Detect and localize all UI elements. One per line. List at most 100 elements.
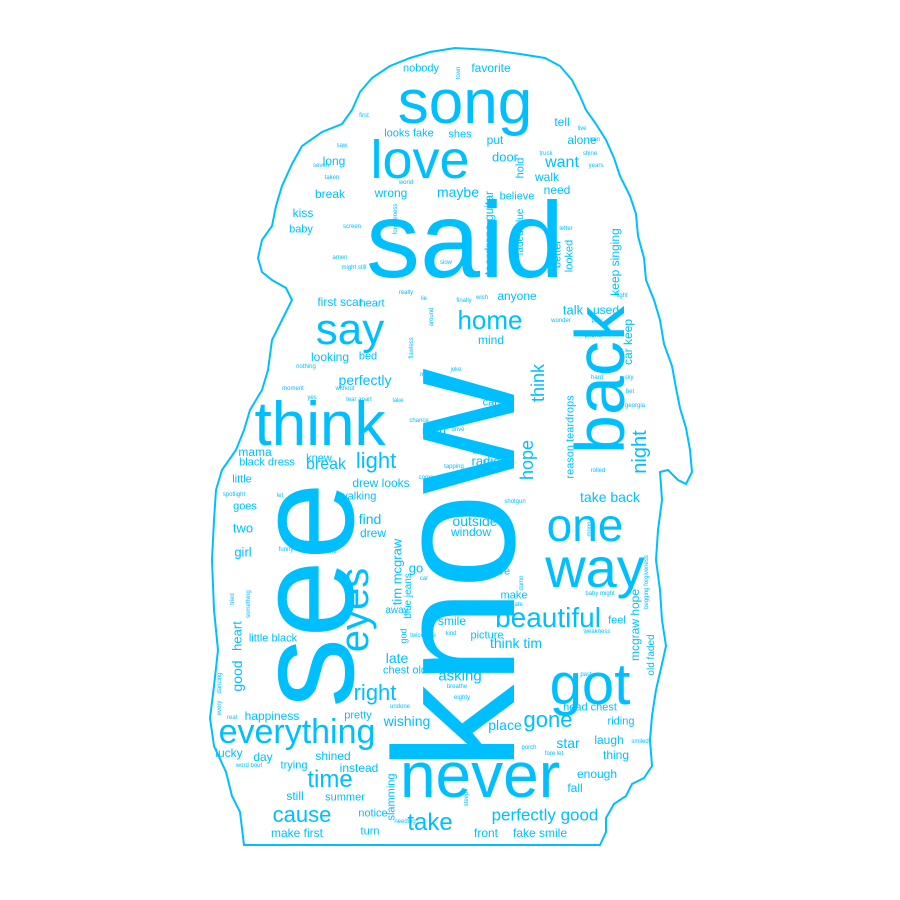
word-daddies: daddies <box>474 662 496 668</box>
word-fall: fall <box>567 781 583 795</box>
word-believe: believe <box>499 190 535 203</box>
word-break-small: break <box>314 187 346 201</box>
word-nine: nine <box>325 549 337 555</box>
word-still: still <box>286 789 304 803</box>
word-come: come <box>418 475 434 481</box>
word-real: real <box>226 715 238 721</box>
word-fore-let: fore let <box>544 751 564 757</box>
word-drew-looks: drew looks <box>352 476 410 490</box>
word-everything: everything <box>218 713 376 751</box>
word-hope: hope <box>517 439 537 481</box>
word-go: go <box>408 560 424 576</box>
word-us: us <box>305 547 313 553</box>
word-eighty: eighty <box>453 695 471 701</box>
word-love: love <box>370 130 470 190</box>
word-tried: tried <box>230 593 236 605</box>
word-baby: baby <box>289 223 313 236</box>
word-shotgun: shotgun <box>504 499 526 505</box>
word-shes: shes <box>448 128 472 141</box>
word-tear-apart: tear apart <box>346 397 372 403</box>
word-away: away <box>385 605 409 616</box>
word-enough: enough <box>576 767 618 781</box>
word-think-tim: think tim <box>489 635 543 651</box>
word-make: make <box>500 589 528 602</box>
word-porch: porch <box>521 745 537 751</box>
word-bed: bed <box>358 350 378 363</box>
word-walk: walk <box>534 170 560 184</box>
word-might-still: might still <box>341 265 367 271</box>
word-slamming: slamming <box>385 773 398 821</box>
word-teardrops-guitar: teardrops guitar <box>482 190 496 276</box>
word-needing: needing <box>394 819 416 825</box>
word-seat: seat <box>322 544 334 550</box>
word-old-faded: old faded <box>646 634 657 676</box>
word-nothing: nothing <box>296 364 316 370</box>
word-fight: fight <box>616 293 628 299</box>
word-drive: drive <box>451 427 465 433</box>
word-laugh: laugh <box>594 733 624 747</box>
word-years: years <box>588 163 604 169</box>
word-lake: lake <box>392 398 404 404</box>
word-trying: trying <box>280 759 308 772</box>
word-rolled: rolled <box>590 468 606 474</box>
word-need: need <box>543 183 571 197</box>
word-place: place <box>488 717 522 733</box>
word-play: play <box>591 318 603 324</box>
word-feel: feel <box>608 614 626 627</box>
word-moon: moon <box>587 521 593 537</box>
word-picture: picture <box>470 629 504 642</box>
word-moment: moment <box>282 386 304 392</box>
word-pretty: pretty <box>344 709 372 722</box>
word-phone: phone <box>584 333 602 339</box>
word-turn: turn <box>360 825 380 838</box>
word-hair: hair <box>482 460 494 466</box>
word-chest-old: chest old <box>382 664 428 677</box>
word-one: one <box>546 499 624 551</box>
word-first-scar: first scar <box>317 295 363 309</box>
word-wonder: wonder <box>551 318 571 324</box>
word-mcgraw-hope: mcgraw hope <box>628 588 642 662</box>
word-georgia: georgia <box>624 403 646 409</box>
word-looking: looking <box>310 350 350 364</box>
word-baby-might: baby might <box>585 591 615 597</box>
word-damn: damn <box>519 575 525 591</box>
word-blue-jeans: blue jeans <box>403 573 414 619</box>
word-head-chest: head chest <box>563 701 617 714</box>
word-car-keep: car keep <box>621 318 635 366</box>
word-mama: mama <box>238 445 272 459</box>
word-flawless: flawless <box>409 337 415 359</box>
word-door: door <box>491 149 519 165</box>
word-favorite: favorite <box>471 61 511 75</box>
word-walking: walking <box>339 490 377 503</box>
word-little-black: little black <box>248 632 298 645</box>
word-got: got <box>549 652 631 717</box>
word-talk: talk <box>562 302 584 318</box>
word-radio: radio <box>471 453 501 469</box>
word-truck: truck <box>539 151 553 157</box>
word-tim-mcgraw: tim mcgraw <box>389 538 405 606</box>
word-weakness: weakness <box>583 629 611 635</box>
word-date: date <box>511 602 523 608</box>
word-take: take <box>407 809 453 836</box>
word-knew: knew <box>306 452 332 465</box>
word-maybe: maybe <box>436 184 480 200</box>
word-shined: shined <box>315 749 351 763</box>
word-forgiveness: forgiveness <box>393 203 399 235</box>
word-perfectly-good: perfectly good <box>491 805 599 825</box>
word-faded-blue: faded blue <box>515 208 526 256</box>
word-funny: funny <box>278 547 294 553</box>
word-seven: seven <box>312 163 330 169</box>
word-taken: taken <box>324 175 340 181</box>
word-riding: riding <box>607 715 635 728</box>
word-shame: shame <box>311 500 317 520</box>
word-yes: yes <box>307 395 317 401</box>
word-steep: steep <box>464 791 470 807</box>
word-let: let <box>276 493 284 499</box>
word-thing: thing <box>602 748 630 762</box>
word-nobody: nobody <box>402 62 440 75</box>
word-looks-fake: looks fake <box>384 127 434 140</box>
word-want: want <box>545 154 579 171</box>
word-time: time <box>307 766 353 793</box>
word-kiss: kiss <box>292 206 314 220</box>
